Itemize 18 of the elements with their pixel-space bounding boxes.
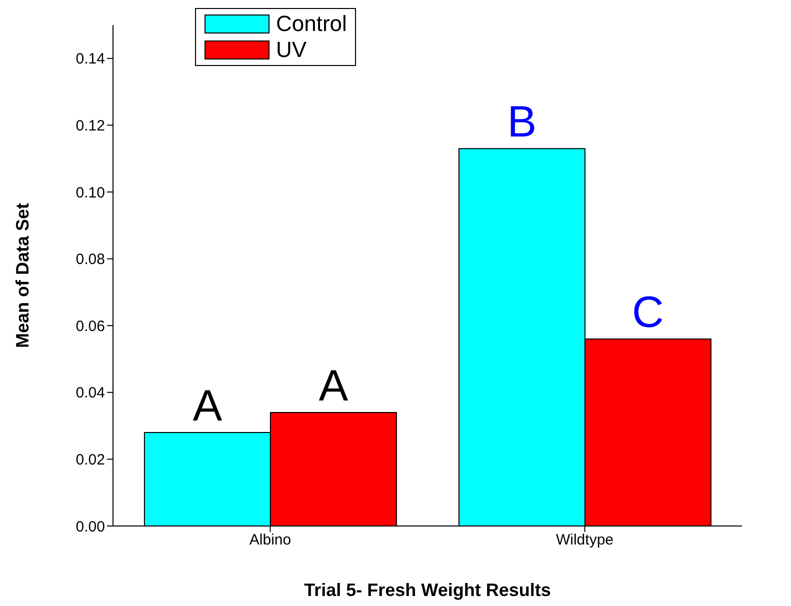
annotation: C — [632, 288, 664, 337]
legend-label: UV — [276, 37, 307, 63]
y-tick-label: 0.06 — [76, 318, 105, 335]
legend-label: Control — [276, 11, 347, 37]
annotation: A — [192, 381, 223, 430]
y-tick-label: 0.00 — [76, 518, 105, 536]
y-tick-label: 0.04 — [76, 384, 105, 402]
y-tick-label: 0.02 — [76, 452, 105, 469]
y-axis-title: Mean of Data Set — [12, 202, 32, 348]
annotation: A — [318, 361, 349, 410]
y-tick-label: 0.10 — [76, 184, 105, 202]
x-tick-label: Wildtype — [556, 532, 614, 549]
annotation: B — [507, 98, 537, 147]
y-tick-label: 0.12 — [76, 118, 105, 135]
y-tick-label: 0.08 — [76, 251, 105, 268]
x-axis-title: Trial 5- Fresh Weight Results — [304, 580, 551, 600]
y-tick-label: 0.14 — [76, 50, 105, 68]
x-tick-label: Albino — [249, 532, 292, 549]
